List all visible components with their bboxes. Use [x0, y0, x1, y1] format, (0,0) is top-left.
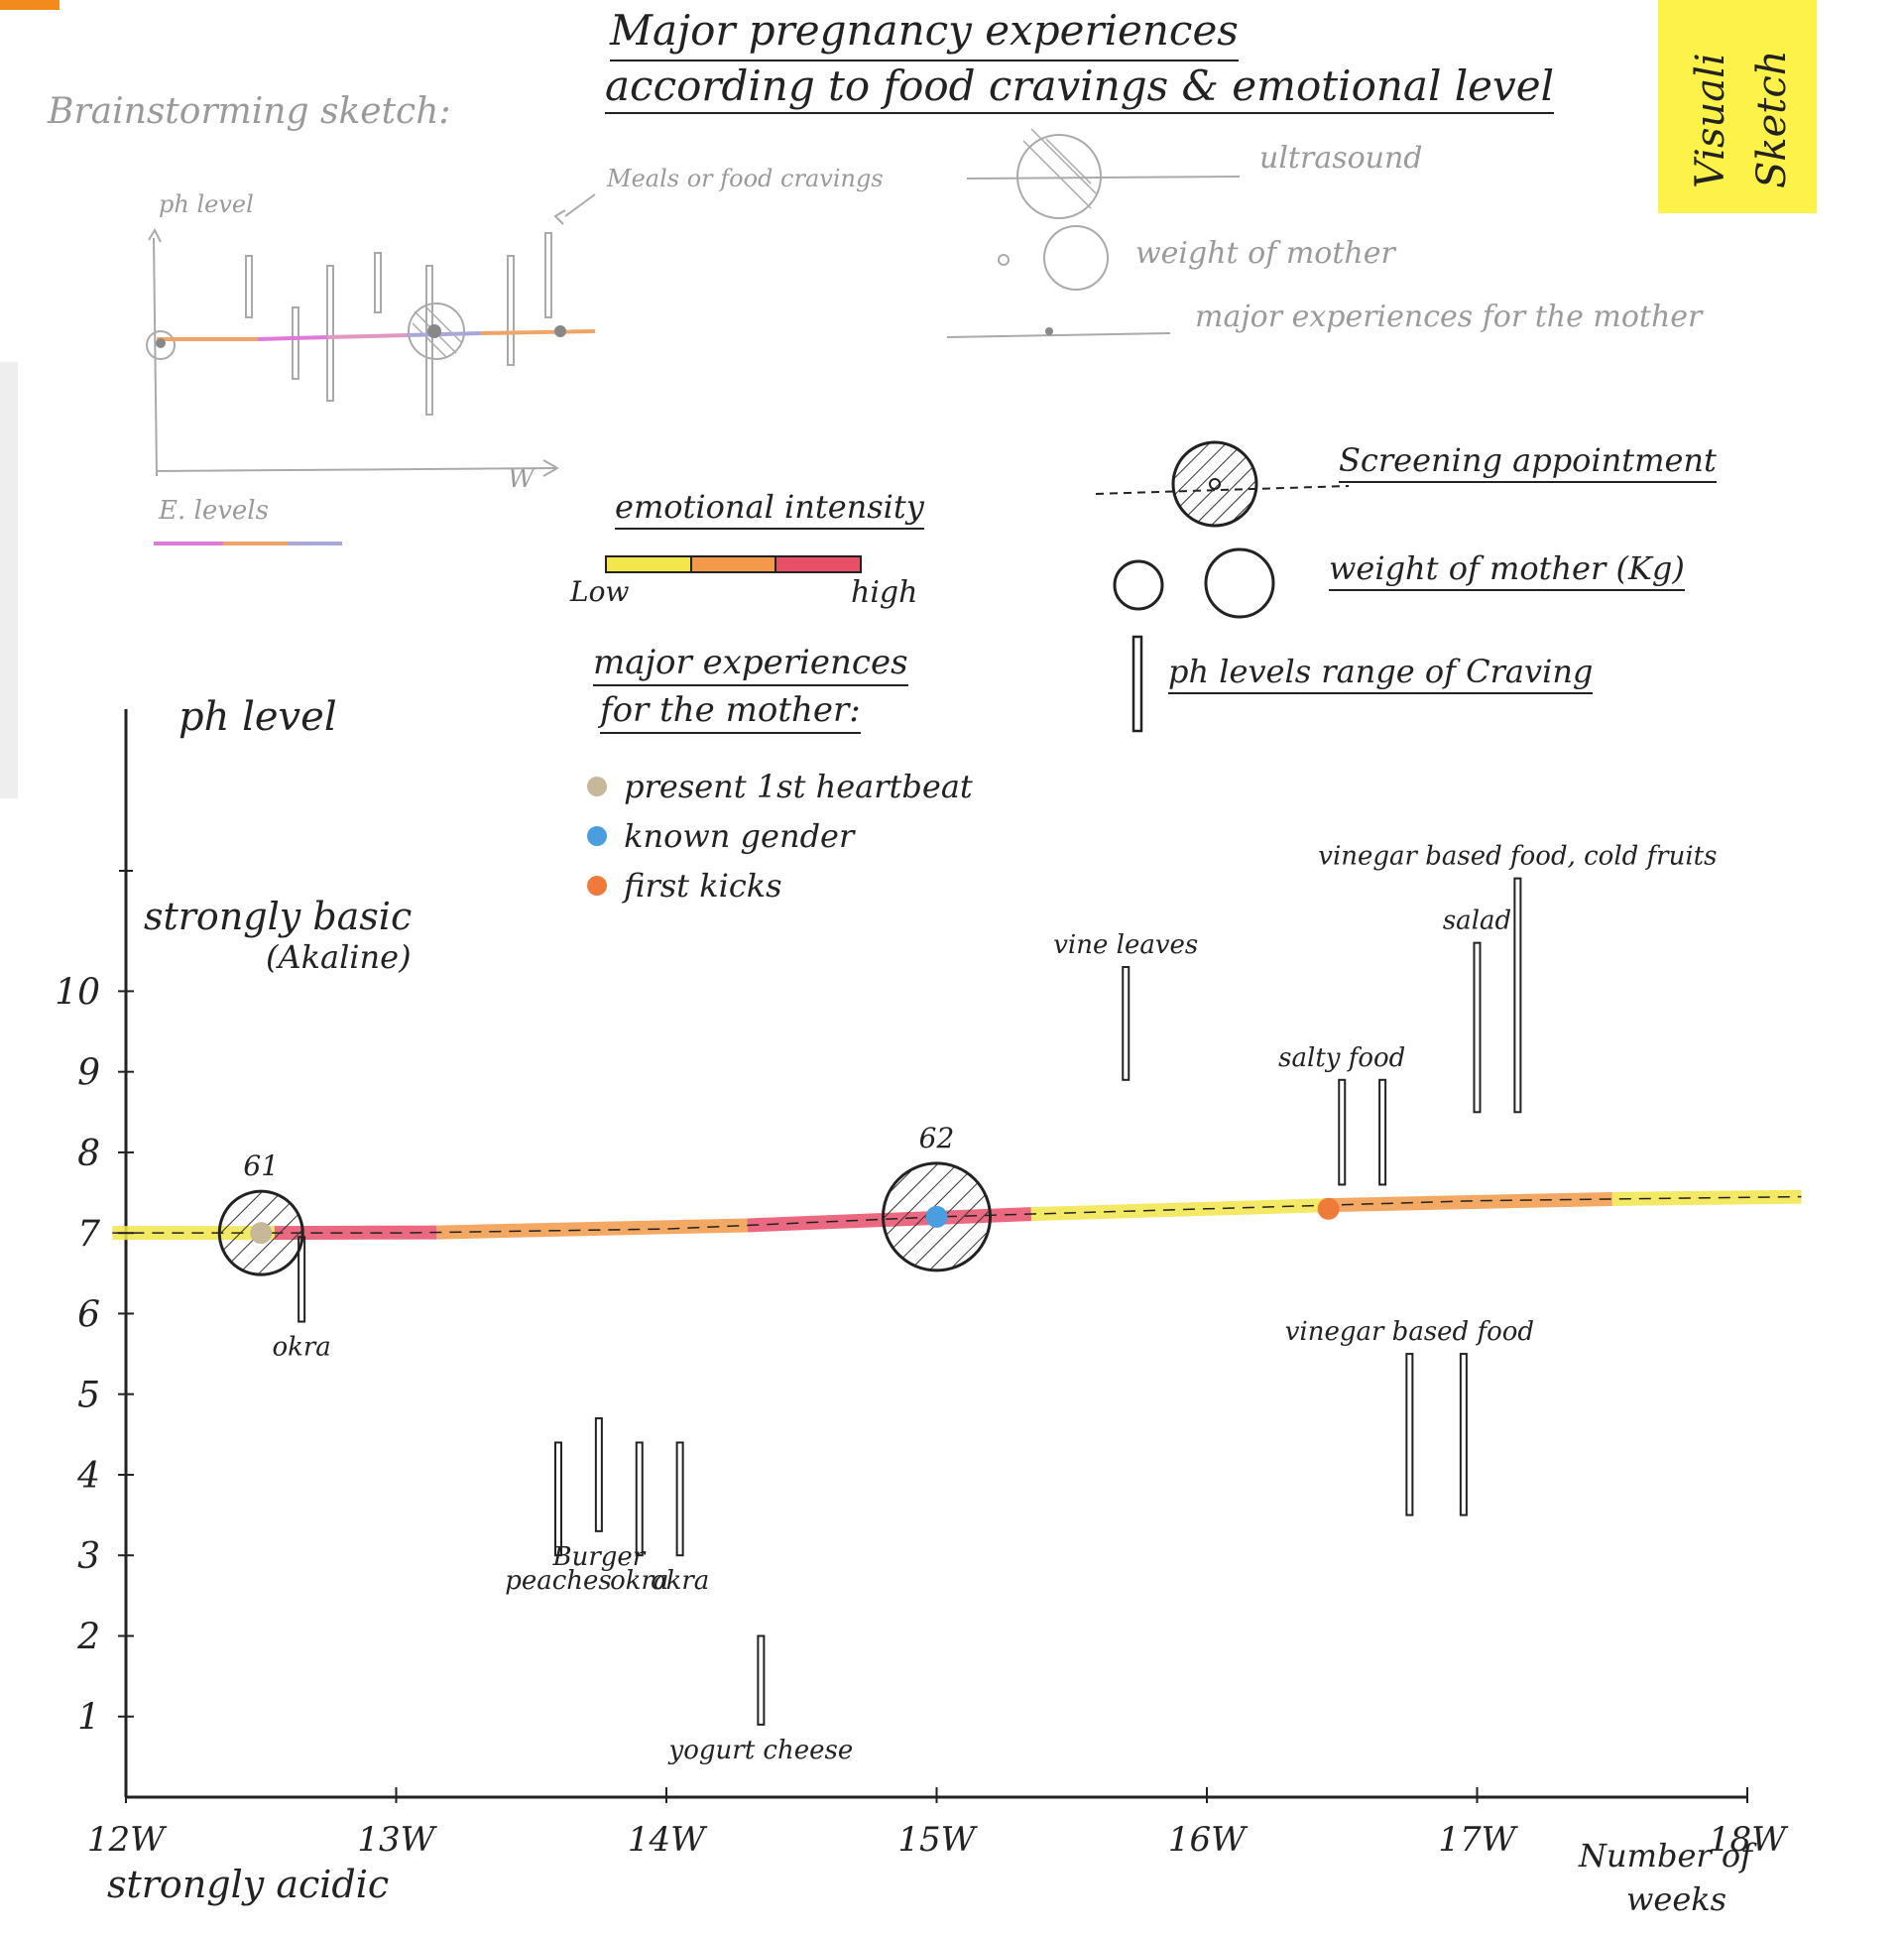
kicks-label: first kicks: [624, 867, 782, 905]
x-tick-label: 13W: [357, 1820, 437, 1860]
craving-label: yogurt cheese: [668, 1736, 854, 1765]
craving-range-bar: [1513, 877, 1522, 1114]
weight-symbol-small: [1113, 559, 1164, 611]
y-axis-title: ph level: [178, 694, 337, 740]
weight-label: 61: [243, 1149, 279, 1182]
legend-right-symbols: [1095, 440, 1349, 733]
craving-label: Burger: [552, 1542, 647, 1572]
craving-label: vine leaves: [1053, 930, 1198, 960]
scan-edge: [0, 362, 18, 798]
ph-range-symbol: [1131, 635, 1143, 733]
x-tick-label: 14W: [628, 1820, 708, 1860]
screening-symbol: [1171, 440, 1258, 528]
heartbeat-dot: [587, 777, 607, 796]
intensity-low-swatch: [607, 557, 692, 571]
x-tick-label: 17W: [1438, 1820, 1518, 1860]
y-bottom-label: strongly acidic: [107, 1863, 390, 1906]
legend-low: Low: [570, 575, 630, 608]
emotion-segment: [1030, 1198, 1329, 1222]
y-tick-label: 4: [76, 1456, 100, 1497]
legend-experience-gender: known gender: [587, 817, 854, 855]
orange-tab: [0, 0, 60, 10]
y-tick-label: 7: [77, 1214, 100, 1255]
experience-dot: [250, 1222, 273, 1245]
x-tick-label: 18W: [1709, 1820, 1789, 1860]
experience-points-layer: [250, 1197, 1340, 1245]
y-top-label-1: strongly basic: [144, 895, 413, 938]
legend-weight: weight of mother (Kg): [1329, 549, 1685, 591]
craving-label: okra: [272, 1333, 330, 1363]
craving-range-bar: [554, 1441, 562, 1557]
legend-experience-kicks: first kicks: [587, 867, 782, 905]
kicks-dot: [587, 876, 607, 896]
experience-dot: [1317, 1197, 1340, 1220]
craving-label: vinegar based food, cold fruits: [1318, 842, 1717, 872]
craving-range-bar: [1459, 1353, 1468, 1516]
legend-experience-heartbeat: present 1st heartbeat: [587, 768, 973, 805]
y-tick-label: 2: [76, 1617, 100, 1657]
craving-range-bar: [1405, 1353, 1414, 1516]
craving-label: vinegar based food: [1285, 1317, 1534, 1347]
title-line-2: according to food cravings & emotional l…: [605, 61, 1555, 114]
x-axis-title-2: weeks: [1626, 1880, 1727, 1918]
heartbeat-label: present 1st heartbeat: [624, 768, 973, 805]
craving-label: okra: [651, 1566, 709, 1596]
y-tick-label: 3: [77, 1536, 100, 1577]
legend-screening: Screening appointment: [1339, 441, 1717, 483]
intensity-gradient: [605, 555, 862, 573]
y-tick-label: 1: [77, 1698, 100, 1739]
brainstorm-legend-ultrasound: ultrasound: [1259, 141, 1423, 176]
craving-label: okra: [610, 1566, 668, 1596]
weight-symbol-large: [1204, 547, 1275, 619]
gender-label: known gender: [624, 817, 855, 855]
craving-label: salty food: [1278, 1043, 1405, 1073]
x-tick-label: 15W: [897, 1820, 978, 1860]
y-tick-label: 10: [55, 972, 100, 1013]
craving-range-bar: [635, 1441, 644, 1557]
craving-range-bar: [1473, 941, 1482, 1114]
brainstorm-e-levels: E. levels: [159, 496, 269, 526]
brainstorm-legend-experiences: major experiences for the mother: [1195, 300, 1703, 334]
brainstorm-ph-label: ph level: [159, 190, 254, 218]
craving-range-bar: [1122, 966, 1130, 1081]
legend-experiences-heading-1: major experiences: [593, 643, 908, 686]
experience-dot: [925, 1205, 948, 1228]
x-tick-label: 12W: [87, 1820, 168, 1860]
craving-range-bar: [1378, 1078, 1387, 1186]
brainstorm-legend-weight: weight of mother: [1135, 236, 1395, 271]
sticky-note: Visuali Sketch: [1658, 0, 1817, 213]
y-tick-label: 8: [77, 1134, 100, 1174]
legend-experiences-heading-2: for the mother:: [600, 690, 861, 734]
craving-label: salad: [1443, 907, 1511, 936]
emotion-segment: [436, 1218, 748, 1240]
x-axis-title-1: Number of: [1579, 1837, 1752, 1874]
title: Major pregnancy experiences: [610, 4, 1239, 61]
brainstorm-meals-label: Meals or food cravings: [607, 165, 884, 192]
y-tick-label: 6: [77, 1294, 100, 1335]
x-tick-label: 16W: [1168, 1820, 1249, 1860]
brainstorm-heading: Brainstorming sketch:: [48, 91, 451, 132]
craving-range-bar: [1338, 1078, 1347, 1186]
y-top-label-2: (Akaline): [266, 938, 412, 976]
craving-range-bar: [757, 1634, 766, 1726]
legend-high: high: [851, 575, 918, 610]
craving-label: peaches: [505, 1566, 612, 1596]
screenings-layer: 61 62: [217, 1122, 992, 1276]
title-line-1: Major pregnancy experiences: [610, 4, 1239, 61]
legend-emotional-intensity: emotional intensity: [615, 488, 924, 530]
ticks-layer: 1 2 3 4 5 6 7 8 9 10 12W 13W 14W 15W 16W 17W 18W: [55, 972, 1789, 1860]
intensity-mid-swatch: [691, 557, 777, 571]
y-tick-label: 5: [77, 1376, 100, 1416]
legend-ph-range: ph levels range of Craving: [1168, 653, 1594, 694]
gender-dot: [587, 826, 607, 846]
intensity-high-swatch: [776, 557, 861, 571]
brainstorm-sketch: [146, 128, 1241, 545]
y-tick-label: 9: [77, 1053, 100, 1094]
craving-range-bar: [675, 1441, 684, 1557]
craving-range-bar: [594, 1417, 603, 1532]
weight-label: 62: [919, 1122, 955, 1154]
